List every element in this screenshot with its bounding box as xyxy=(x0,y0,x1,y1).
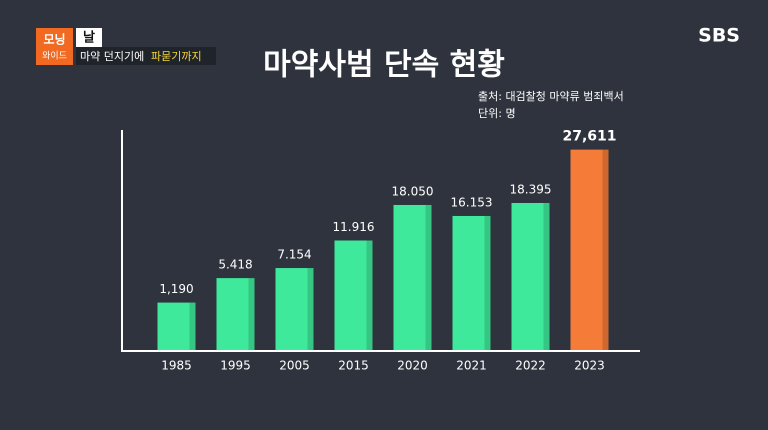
x-tick-label: 2015 xyxy=(338,359,369,373)
bar xyxy=(570,149,609,350)
bar-shade xyxy=(248,278,255,350)
bar xyxy=(452,215,491,350)
bar-shade xyxy=(543,202,550,350)
bar xyxy=(275,268,314,350)
x-tick-label: 2021 xyxy=(456,359,487,373)
bar-shade xyxy=(307,268,314,350)
x-tick-label: 1995 xyxy=(220,359,251,373)
bar-shade xyxy=(189,302,196,350)
x-tick-label: 2020 xyxy=(397,359,428,373)
value-label: 1,190 xyxy=(159,282,193,296)
channel-logo: SBS xyxy=(698,25,740,47)
bar xyxy=(334,240,373,350)
logo-bottom: 와이드 xyxy=(42,50,67,62)
source: 출처: 대검찰청 마약류 범죄백서 xyxy=(478,89,624,103)
x-tick-label: 2023 xyxy=(574,359,605,373)
value-label: 27,611 xyxy=(562,129,616,145)
caption: 마약 던지기에 xyxy=(80,49,144,63)
bar-shade xyxy=(366,240,373,350)
bar xyxy=(216,278,255,350)
caption-box xyxy=(76,47,216,65)
value-label: 11.916 xyxy=(333,220,375,234)
logo xyxy=(36,28,73,65)
unit: 단위: 명 xyxy=(478,107,516,120)
value-label: 18.395 xyxy=(510,182,552,196)
bar-shade xyxy=(484,215,491,350)
value-label: 7.154 xyxy=(277,248,311,262)
bar xyxy=(393,204,432,350)
x-tick-label: 2005 xyxy=(279,359,310,373)
bar xyxy=(511,202,550,350)
value-label: 18.050 xyxy=(392,184,434,198)
value-label: 5.418 xyxy=(218,258,252,272)
caption-highlight: 파묻기까지 xyxy=(151,50,202,63)
bar-shade xyxy=(602,149,609,350)
value-label: 16.153 xyxy=(451,195,493,209)
logo-top: 모닝 xyxy=(43,32,65,47)
badge-box xyxy=(76,28,102,47)
x-tick-label: 2022 xyxy=(515,359,546,373)
bar xyxy=(157,302,196,350)
x-tick-label: 1985 xyxy=(161,359,192,373)
badge: 날 xyxy=(83,31,95,46)
chart-title: 마약사범 단속 현황 xyxy=(263,48,505,83)
bar-shade xyxy=(425,204,432,350)
